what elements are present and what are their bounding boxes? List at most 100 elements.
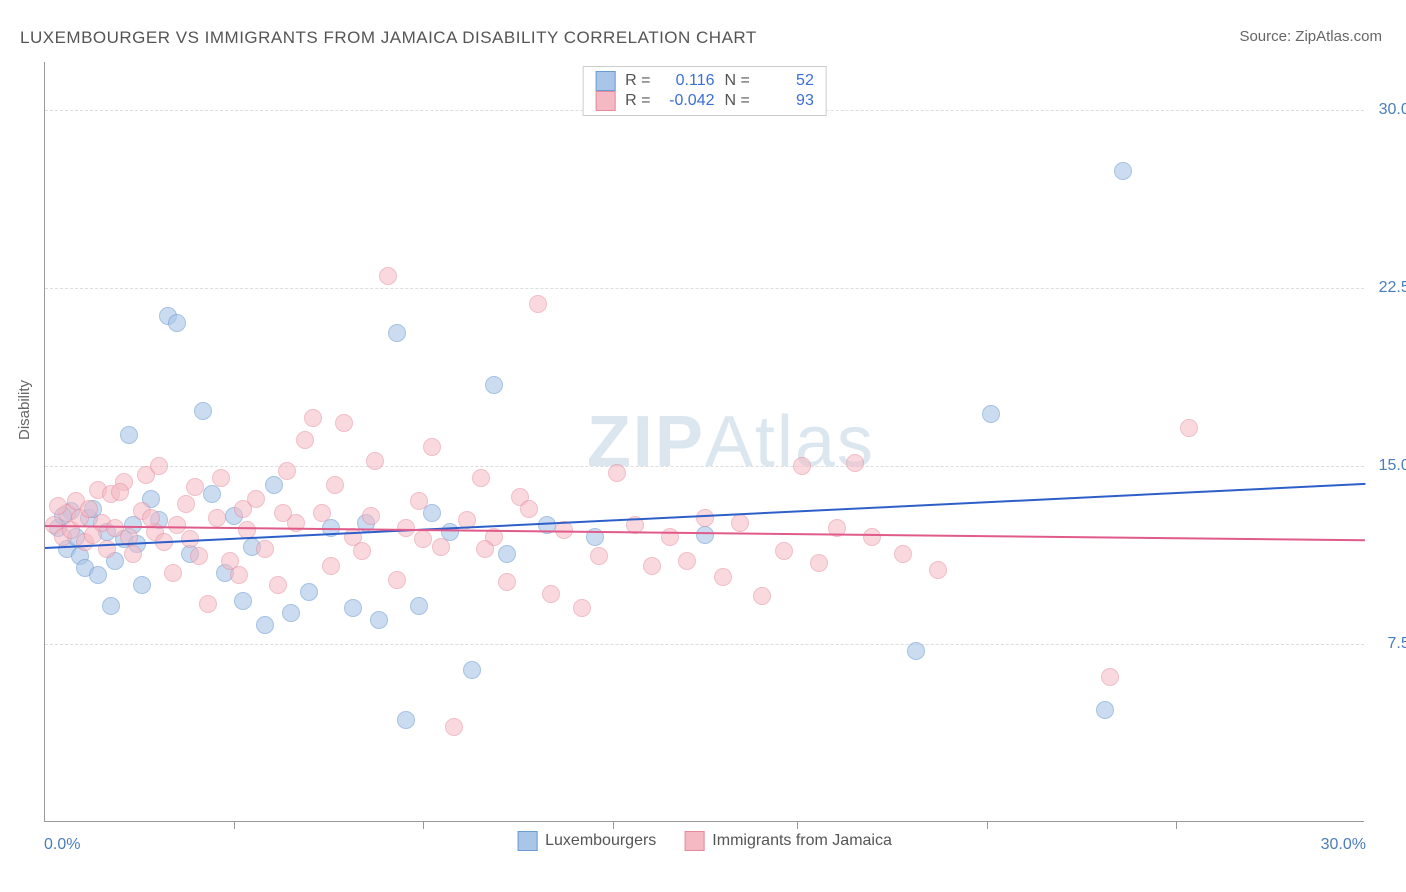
- data-point-series-1: [379, 267, 397, 285]
- data-point-series-1: [164, 564, 182, 582]
- data-point-series-0: [498, 545, 516, 563]
- swatch-series-0: [595, 71, 615, 91]
- data-point-series-1: [388, 571, 406, 589]
- data-point-series-1: [445, 718, 463, 736]
- data-point-series-0: [300, 583, 318, 601]
- data-point-series-1: [542, 585, 560, 603]
- data-point-series-1: [863, 528, 881, 546]
- data-point-series-1: [269, 576, 287, 594]
- data-point-series-0: [256, 616, 274, 634]
- data-point-series-1: [573, 599, 591, 617]
- source-attribution: Source: ZipAtlas.com: [1239, 28, 1382, 45]
- gridline: [45, 288, 1364, 289]
- data-point-series-1: [476, 540, 494, 558]
- data-point-series-0: [410, 597, 428, 615]
- x-tick-mark: [423, 821, 424, 829]
- data-point-series-0: [982, 405, 1000, 423]
- data-point-series-1: [608, 464, 626, 482]
- legend-swatch-1: [684, 831, 704, 851]
- data-point-series-1: [846, 454, 864, 472]
- data-point-series-0: [370, 611, 388, 629]
- data-point-series-1: [678, 552, 696, 570]
- legend-label-1: Immigrants from Jamaica: [712, 832, 892, 850]
- data-point-series-0: [194, 402, 212, 420]
- gridline: [45, 466, 1364, 467]
- data-point-series-1: [529, 295, 547, 313]
- data-point-series-1: [498, 573, 516, 591]
- data-point-series-1: [696, 509, 714, 527]
- data-point-series-1: [432, 538, 450, 556]
- data-point-series-1: [124, 545, 142, 563]
- r-value-series-0: 0.116: [661, 72, 715, 90]
- y-tick-label: 30.0%: [1369, 101, 1406, 119]
- stats-row-series-1: R = -0.042 N = 93: [595, 91, 814, 111]
- data-point-series-0: [89, 566, 107, 584]
- data-point-series-0: [907, 642, 925, 660]
- data-point-series-1: [353, 542, 371, 560]
- legend-item-series-0: Luxembourgers: [517, 831, 656, 851]
- data-point-series-1: [472, 469, 490, 487]
- data-point-series-0: [102, 597, 120, 615]
- data-point-series-1: [186, 478, 204, 496]
- data-point-series-0: [1096, 701, 1114, 719]
- x-axis-start-label: 0.0%: [44, 836, 80, 854]
- data-point-series-1: [894, 545, 912, 563]
- data-point-series-1: [98, 540, 116, 558]
- data-point-series-1: [304, 409, 322, 427]
- data-point-series-1: [278, 462, 296, 480]
- data-point-series-0: [397, 711, 415, 729]
- stats-row-series-0: R = 0.116 N = 52: [595, 71, 814, 91]
- data-point-series-1: [520, 500, 538, 518]
- data-point-series-1: [1180, 419, 1198, 437]
- data-point-series-1: [423, 438, 441, 456]
- data-point-series-1: [296, 431, 314, 449]
- data-point-series-1: [230, 566, 248, 584]
- data-point-series-1: [810, 554, 828, 572]
- n-value-series-1: 93: [760, 92, 814, 110]
- data-point-series-1: [274, 504, 292, 522]
- data-point-series-1: [397, 519, 415, 537]
- data-point-series-0: [120, 426, 138, 444]
- data-point-series-1: [142, 509, 160, 527]
- y-tick-label: 7.5%: [1369, 635, 1406, 653]
- n-value-series-0: 52: [760, 72, 814, 90]
- data-point-series-1: [643, 557, 661, 575]
- correlation-stats-box: R = 0.116 N = 52 R = -0.042 N = 93: [582, 66, 827, 116]
- data-point-series-1: [199, 595, 217, 613]
- swatch-series-1: [595, 91, 615, 111]
- bottom-legend: Luxembourgers Immigrants from Jamaica: [517, 831, 892, 851]
- data-point-series-1: [326, 476, 344, 494]
- legend-label-0: Luxembourgers: [545, 832, 656, 850]
- data-point-series-0: [485, 376, 503, 394]
- data-point-series-0: [696, 526, 714, 544]
- y-tick-label: 15.0%: [1369, 457, 1406, 475]
- data-point-series-1: [929, 561, 947, 579]
- y-tick-label: 22.5%: [1369, 279, 1406, 297]
- data-point-series-0: [265, 476, 283, 494]
- data-point-series-1: [362, 507, 380, 525]
- data-point-series-1: [1101, 668, 1119, 686]
- data-point-series-1: [335, 414, 353, 432]
- x-tick-mark: [1176, 821, 1177, 829]
- data-point-series-1: [150, 457, 168, 475]
- data-point-series-0: [344, 599, 362, 617]
- data-point-series-1: [234, 500, 252, 518]
- x-tick-mark: [987, 821, 988, 829]
- data-point-series-0: [203, 485, 221, 503]
- data-point-series-1: [366, 452, 384, 470]
- data-point-series-1: [414, 530, 432, 548]
- data-point-series-1: [208, 509, 226, 527]
- data-point-series-0: [463, 661, 481, 679]
- data-point-series-1: [714, 568, 732, 586]
- data-point-series-1: [80, 500, 98, 518]
- data-point-series-1: [256, 540, 274, 558]
- gridline: [45, 644, 1364, 645]
- x-tick-mark: [613, 821, 614, 829]
- plot-area: ZIPAtlas 7.5%15.0%22.5%30.0% R = 0.116 N…: [44, 62, 1364, 822]
- data-point-series-1: [168, 516, 186, 534]
- data-point-series-1: [410, 492, 428, 510]
- x-tick-mark: [234, 821, 235, 829]
- data-point-series-1: [731, 514, 749, 532]
- data-point-series-1: [775, 542, 793, 560]
- data-point-series-0: [133, 576, 151, 594]
